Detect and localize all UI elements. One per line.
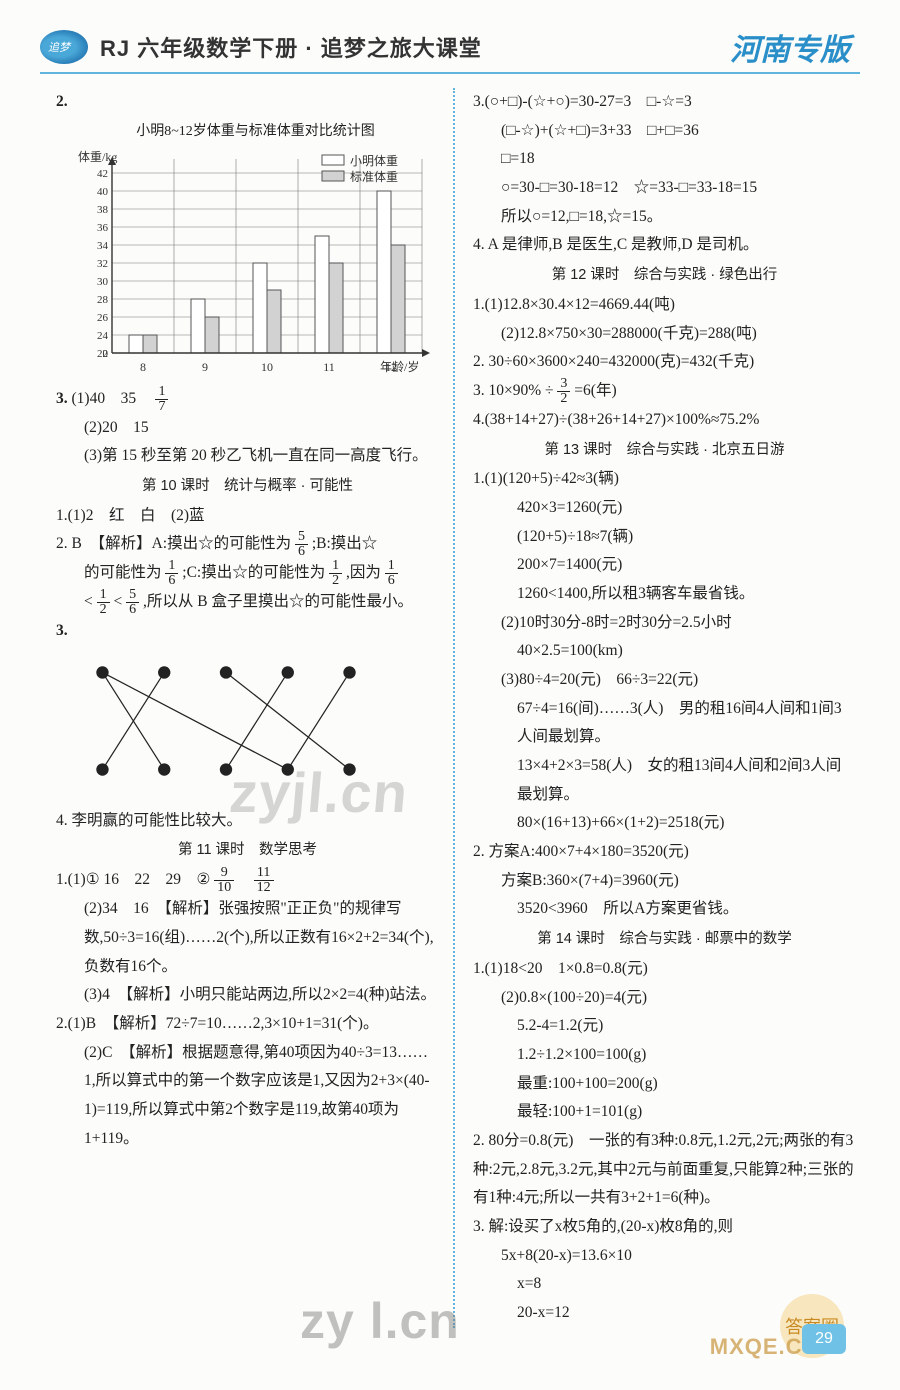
- q3-3: (3)第 15 秒至第 20 秒乙飞机一直在同一高度飞行。: [56, 442, 439, 471]
- s14-q3c: x=8: [473, 1270, 856, 1299]
- r-q3-l2: (□-☆)+(☆+□)=3+33 □+□=36: [473, 117, 856, 146]
- svg-text:10: 10: [261, 360, 273, 374]
- s13-q2a: 2. 方案A:400×7+4×180=3520(元): [473, 838, 856, 867]
- svg-text:40: 40: [97, 186, 109, 198]
- svg-text:年龄/岁: 年龄/岁: [380, 359, 419, 374]
- s13-q1-2a: (2)10时30分-8时=2时30分=2.5小时: [473, 609, 856, 638]
- s10-q4: 4. 李明赢的可能性比较大。: [56, 807, 439, 836]
- r-q3-l4: ○=30-□=30-18=12 ☆=33-□=33-18=15: [473, 174, 856, 203]
- s11-q1-1: 1.(1)① 16 22 29 ② 910 1112: [56, 866, 439, 895]
- s13-q1-1e: 1260<1400,所以租3辆客车最省钱。: [473, 580, 856, 609]
- s13-q1-1a: 1.(1)(120+5)÷42≈3(辆): [473, 465, 856, 494]
- section-13-title: 第 13 课时 综合与实践 · 北京五日游: [473, 435, 856, 466]
- s14-q1-2d: 最重:100+100=200(g): [473, 1070, 856, 1099]
- section-12-title: 第 12 课时 综合与实践 · 绿色出行: [473, 260, 856, 291]
- s13-q1-3b: 67÷4=16(间)……3(人) 男的租16间4人间和1间3人间最划算。: [473, 695, 856, 752]
- left-column: 2. 小明8~12岁体重与标准体重对比统计图 02224262830323436…: [56, 88, 453, 1328]
- s14-q1-2c: 1.2÷1.2×100=100(g): [473, 1041, 856, 1070]
- svg-text:32: 32: [97, 258, 108, 270]
- svg-text:8: 8: [140, 360, 146, 374]
- s14-q3b: 5x+8(20-x)=13.6×10: [473, 1242, 856, 1271]
- s12-q4: 4.(38+14+27)÷(38+26+14+27)×100%≈75.2%: [473, 406, 856, 435]
- s13-q1-2b: 40×2.5=100(km): [473, 637, 856, 666]
- s10-q2-line2: 的可能性为 16 ;C:摸出☆的可能性为 12 ,因为 16: [56, 559, 439, 588]
- page-number: 29: [802, 1324, 846, 1354]
- r-q4: 4. A 是律师,B 是医生,C 是教师,D 是司机。: [473, 231, 856, 260]
- book-title: RJ 六年级数学下册 · 追梦之旅大课堂: [100, 31, 482, 63]
- q3-2: (2)20 15: [56, 414, 439, 443]
- s11-q1-2: (2)34 16 【解析】张强按照"正正负"的规律写数,50÷3=16(组)………: [56, 895, 439, 981]
- s13-q1-1d: 200×7=1400(元): [473, 551, 856, 580]
- s12-q3: 3. 10×90% ÷ 32 =6(年): [473, 377, 856, 406]
- s13-q1-1b: 420×3=1260(元): [473, 494, 856, 523]
- r-q3-l3: □=18: [473, 145, 856, 174]
- chart-svg: 0222426283032343638404289101112体重/kg年龄/岁…: [72, 149, 432, 379]
- section-14-title: 第 14 课时 综合与实践 · 邮票中的数学: [473, 924, 856, 955]
- s12-q2: 2. 30÷60×3600×240=432000(克)=432(千克): [473, 348, 856, 377]
- page: RJ 六年级数学下册 · 追梦之旅大课堂 河南专版 2. 小明8~12岁体重与标…: [0, 0, 900, 1390]
- q3-1-text: (1)40 35: [72, 390, 152, 407]
- s13-q1-3d: 80×(16+13)+66×(1+2)=2518(元): [473, 809, 856, 838]
- svg-text:36: 36: [97, 222, 109, 234]
- header-divider: [40, 72, 860, 74]
- section-10-title: 第 10 课时 统计与概率 · 可能性: [56, 471, 439, 502]
- s11-q2-1: 2.(1)B 【解析】72÷7=10……2,3×10+1=31(个)。: [56, 1010, 439, 1039]
- content-columns: 2. 小明8~12岁体重与标准体重对比统计图 02224262830323436…: [0, 80, 900, 1328]
- s13-q1-3a: (3)80÷4=20(元) 66÷3=22(元): [473, 666, 856, 695]
- s14-q1-2b: 5.2-4=1.2(元): [473, 1012, 856, 1041]
- s13-q1-3c: 13×4+2×3=58(人) 女的租13间4人间和2间3人间最划算。: [473, 752, 856, 809]
- s10-q2-line1: 2. B 【解析】A:摸出☆的可能性为 56 ;B:摸出☆: [56, 530, 439, 559]
- q3-1-frac: 17: [155, 385, 168, 414]
- s14-q1-2e: 最轻:100+1=101(g): [473, 1098, 856, 1127]
- edition-label: 河南专版: [730, 25, 850, 69]
- chart-canvas: 0222426283032343638404289101112体重/kg年龄/岁…: [72, 149, 432, 379]
- s13-q1-1c: (120+5)÷18≈7(辆): [473, 523, 856, 552]
- s11-q1-3: (3)4 【解析】小明只能站两边,所以2×2=4(种)站法。: [56, 981, 439, 1010]
- r-q3-l1: 3.(○+□)-(☆+○)=30-27=3 □-☆=3: [473, 88, 856, 117]
- svg-text:11: 11: [323, 360, 335, 374]
- q2-label: 2.: [56, 93, 68, 110]
- matching-diagram: [76, 646, 376, 796]
- svg-text:26: 26: [97, 312, 109, 324]
- s10-q3-label: 3.: [56, 622, 68, 639]
- s14-q2: 2. 80分=0.8(元) 一张的有3种:0.8元,1.2元,2元;两张的有3种…: [473, 1127, 856, 1213]
- svg-text:9: 9: [202, 360, 208, 374]
- s13-q2b: 方案B:360×(7+4)=3960(元): [473, 867, 856, 896]
- s14-q3a: 3. 解:设买了x枚5角的,(20-x)枚8角的,则: [473, 1213, 856, 1242]
- svg-text:34: 34: [97, 240, 109, 252]
- svg-text:28: 28: [97, 294, 109, 306]
- s14-q1-1: 1.(1)18<20 1×0.8=0.8(元): [473, 955, 856, 984]
- svg-text:小明体重: 小明体重: [350, 154, 398, 168]
- s11-q2-2: (2)C 【解析】根据题意得,第40项因为40÷3=13……1,所以算式中的第一…: [56, 1039, 439, 1154]
- s12-q1-1: 1.(1)12.8×30.4×12=4669.44(吨): [473, 291, 856, 320]
- right-column: 3.(○+□)-(☆+○)=30-27=3 □-☆=3 (□-☆)+(☆+□)=…: [455, 88, 856, 1328]
- bar-chart: 小明8~12岁体重与标准体重对比统计图 02224262830323436384…: [72, 119, 439, 379]
- svg-text:24: 24: [97, 330, 109, 342]
- s13-q2c: 3520<3960 所以A方案更省钱。: [473, 895, 856, 924]
- svg-text:42: 42: [97, 168, 108, 180]
- s12-q1-2: (2)12.8×750×30=288000(千克)=288(吨): [473, 320, 856, 349]
- section-11-title: 第 11 课时 数学思考: [56, 835, 439, 866]
- q3-label: 3.: [56, 390, 68, 407]
- r-q3-l5: 所以○=12,□=18,☆=15。: [473, 203, 856, 232]
- svg-text:标准体重: 标准体重: [350, 170, 398, 184]
- chart-title: 小明8~12岁体重与标准体重对比统计图: [72, 119, 439, 145]
- s10-q2-line3: < 12 < 56 ,所以从 B 盒子里摸出☆的可能性最小。: [56, 588, 439, 617]
- page-header: RJ 六年级数学下册 · 追梦之旅大课堂 河南专版: [0, 0, 900, 72]
- logo-icon: [40, 30, 88, 64]
- svg-text:38: 38: [97, 204, 109, 216]
- svg-text:22: 22: [97, 348, 108, 360]
- s14-q1-2a: (2)0.8×(100÷20)=4(元): [473, 984, 856, 1013]
- svg-text:30: 30: [97, 276, 109, 288]
- s10-q1: 1.(1)2 红 白 (2)蓝: [56, 502, 439, 531]
- svg-text:体重/kg: 体重/kg: [78, 150, 117, 164]
